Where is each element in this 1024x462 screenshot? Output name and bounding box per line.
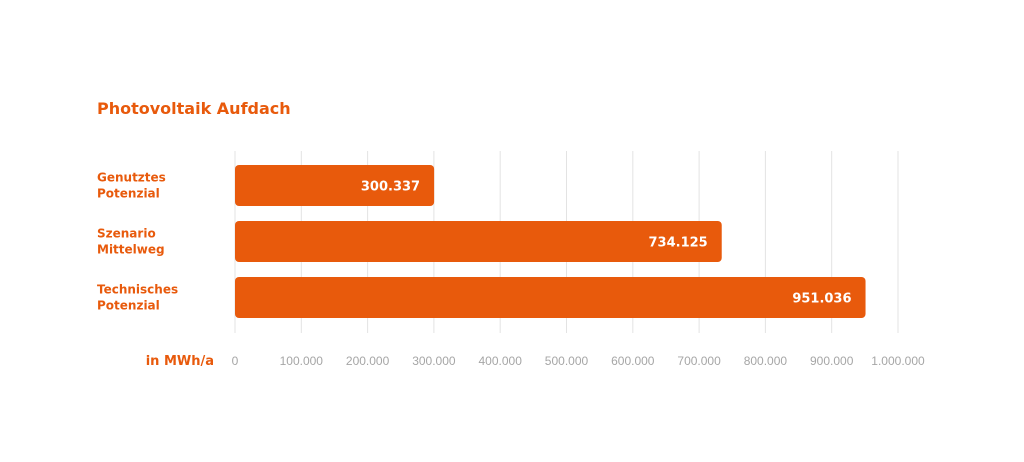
x-tick-label: 500.000 [545, 354, 589, 368]
bar [235, 165, 435, 206]
category-label-line: Szenario [97, 227, 156, 241]
x-tick-label: 1.000.000 [871, 354, 925, 368]
bar-value-label: 300.337 [361, 180, 420, 195]
x-tick-label: 100.000 [280, 354, 324, 368]
category-labels: Genutztes Potenzial Szenario Mittelweg Techn… [97, 171, 178, 313]
x-tick-label: 700.000 [677, 354, 721, 368]
category-label-line: Potenzial [97, 187, 160, 201]
category-label: Genutztes Potenzial [97, 171, 166, 201]
x-tick-label: 0 [232, 354, 239, 368]
bars: 300.337 734.125 951.036 [235, 165, 866, 318]
x-tick-label: 400.000 [479, 354, 523, 368]
bar-value-label: 951.036 [792, 292, 851, 307]
category-label-line: Genutztes [97, 171, 166, 185]
bar [235, 221, 722, 262]
bar [235, 277, 866, 318]
x-tick-label: 200.000 [346, 354, 390, 368]
chart-title: Photovoltaik Aufdach [97, 99, 291, 118]
x-tick-label: 900.000 [810, 354, 854, 368]
category-label-line: Potenzial [97, 299, 160, 313]
x-tick-label: 800.000 [744, 354, 788, 368]
category-label: Szenario Mittelweg [97, 227, 165, 257]
bar-value-label: 734.125 [649, 236, 708, 251]
x-tick-label: 300.000 [412, 354, 456, 368]
x-tick-label: 600.000 [611, 354, 655, 368]
unit-label: in MWh/a [146, 354, 214, 369]
category-label-line: Technisches [97, 283, 178, 297]
category-label: Technisches Potenzial [97, 283, 178, 313]
x-axis-ticks: 0 100.000 200.000 300.000 400.000 500.000 600.… [232, 354, 925, 368]
category-label-line: Mittelweg [97, 243, 165, 257]
